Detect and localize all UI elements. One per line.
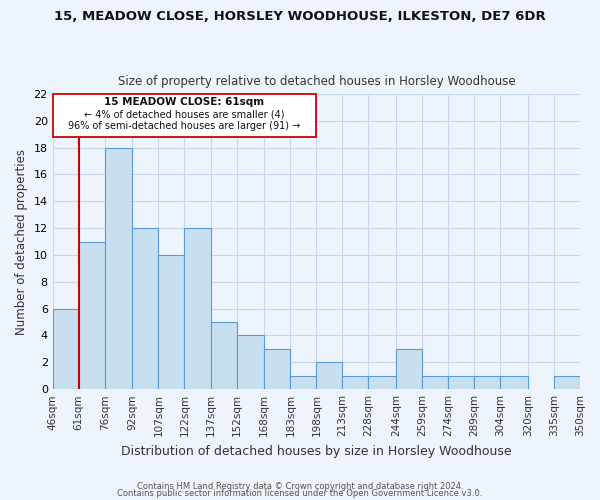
Bar [422, 376, 448, 389]
Text: Contains HM Land Registry data © Crown copyright and database right 2024.: Contains HM Land Registry data © Crown c… [137, 482, 463, 491]
Bar [396, 349, 422, 389]
Text: 15 MEADOW CLOSE: 61sqm: 15 MEADOW CLOSE: 61sqm [104, 96, 265, 106]
Title: Size of property relative to detached houses in Horsley Woodhouse: Size of property relative to detached ho… [118, 76, 515, 88]
Bar [316, 362, 343, 389]
Bar [236, 336, 264, 389]
Bar [53, 308, 79, 389]
Bar [368, 376, 396, 389]
Bar [290, 376, 316, 389]
Bar [448, 376, 474, 389]
Bar [500, 376, 528, 389]
Y-axis label: Number of detached properties: Number of detached properties [15, 148, 28, 334]
Text: 96% of semi-detached houses are larger (91) →: 96% of semi-detached houses are larger (… [68, 120, 301, 130]
Bar [79, 242, 105, 389]
Bar [264, 349, 290, 389]
Bar [105, 148, 133, 389]
Text: Contains public sector information licensed under the Open Government Licence v3: Contains public sector information licen… [118, 490, 482, 498]
Bar [211, 322, 236, 389]
Bar [133, 228, 158, 389]
FancyBboxPatch shape [53, 94, 316, 137]
Bar [474, 376, 500, 389]
Bar [158, 255, 185, 389]
Text: ← 4% of detached houses are smaller (4): ← 4% of detached houses are smaller (4) [84, 110, 285, 120]
Bar [343, 376, 368, 389]
Bar [185, 228, 211, 389]
X-axis label: Distribution of detached houses by size in Horsley Woodhouse: Distribution of detached houses by size … [121, 444, 512, 458]
Text: 15, MEADOW CLOSE, HORSLEY WOODHOUSE, ILKESTON, DE7 6DR: 15, MEADOW CLOSE, HORSLEY WOODHOUSE, ILK… [54, 10, 546, 23]
Bar [554, 376, 580, 389]
